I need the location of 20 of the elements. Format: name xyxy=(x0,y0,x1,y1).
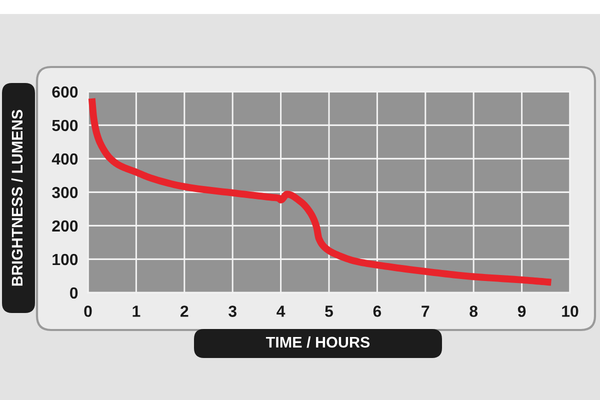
y-tick-label: 300 xyxy=(52,186,78,198)
x-tick-label: 4 xyxy=(276,306,286,317)
x-tick-label: 6 xyxy=(373,306,382,317)
y-tick-label: 200 xyxy=(52,220,78,232)
x-tick-label: 10 xyxy=(562,306,578,317)
x-tick-label: 9 xyxy=(518,306,526,317)
y-tick-label: 0 xyxy=(70,287,78,299)
y-tick-label: 600 xyxy=(52,86,78,98)
y-tick-label: 100 xyxy=(52,254,78,266)
x-tick-label: 1 xyxy=(132,306,140,317)
x-tick-label: 8 xyxy=(470,306,478,317)
x-axis-title: TIME / HOURS xyxy=(266,336,370,348)
y-tick-label: 500 xyxy=(52,120,78,132)
x-tick-label: 0 xyxy=(84,306,92,317)
x-tick-label: 5 xyxy=(325,306,333,317)
y-axis-title: BRIGHTNESS / LUMENS xyxy=(11,110,23,286)
x-tick-label: 7 xyxy=(422,306,430,317)
y-tick-label: 400 xyxy=(52,153,78,165)
x-tick-label: 2 xyxy=(180,306,188,317)
x-tick-label: 3 xyxy=(228,306,236,317)
